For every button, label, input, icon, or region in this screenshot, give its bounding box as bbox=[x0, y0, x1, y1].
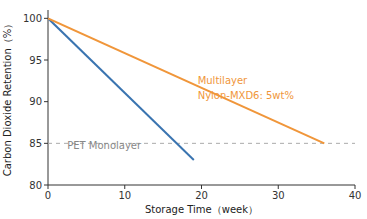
x-tick-label: 0 bbox=[45, 190, 51, 201]
x-tick bbox=[201, 185, 202, 189]
x-tick bbox=[355, 185, 356, 189]
y-tick bbox=[44, 143, 48, 144]
y-axis-label: Carbon Dioxide Retention（%） bbox=[2, 19, 13, 177]
y-tick-label: 100 bbox=[23, 13, 42, 24]
plot-area bbox=[48, 18, 355, 160]
x-tick-label: 10 bbox=[118, 190, 131, 201]
y-tick bbox=[44, 185, 48, 186]
y-tick bbox=[44, 18, 48, 19]
x-tick bbox=[48, 185, 49, 189]
y-tick-label: 95 bbox=[29, 55, 42, 66]
y-tick bbox=[44, 60, 48, 61]
series-line bbox=[48, 18, 194, 160]
y-tick-label: 85 bbox=[29, 138, 42, 149]
y-axis-line bbox=[48, 10, 49, 185]
y-tick-label: 80 bbox=[29, 180, 42, 191]
x-tick bbox=[124, 185, 125, 189]
annotation: Nylon-MXD6: 5wt% bbox=[198, 90, 294, 101]
x-tick-label: 30 bbox=[272, 190, 285, 201]
y-tick bbox=[44, 101, 48, 102]
x-tick-label: 20 bbox=[195, 190, 208, 201]
series-line bbox=[48, 18, 324, 143]
y-tick-label: 90 bbox=[29, 96, 42, 107]
annotation: PET Monolayer bbox=[67, 140, 142, 151]
x-tick bbox=[278, 185, 279, 189]
chart: 0 10 20 30 40 80 85 90 95 100 Storage Time（week） Ca… bbox=[0, 0, 367, 219]
x-tick-label: 40 bbox=[349, 190, 362, 201]
annotation: Multilayer bbox=[198, 75, 248, 86]
x-axis-label: Storage Time（week） bbox=[145, 204, 258, 215]
